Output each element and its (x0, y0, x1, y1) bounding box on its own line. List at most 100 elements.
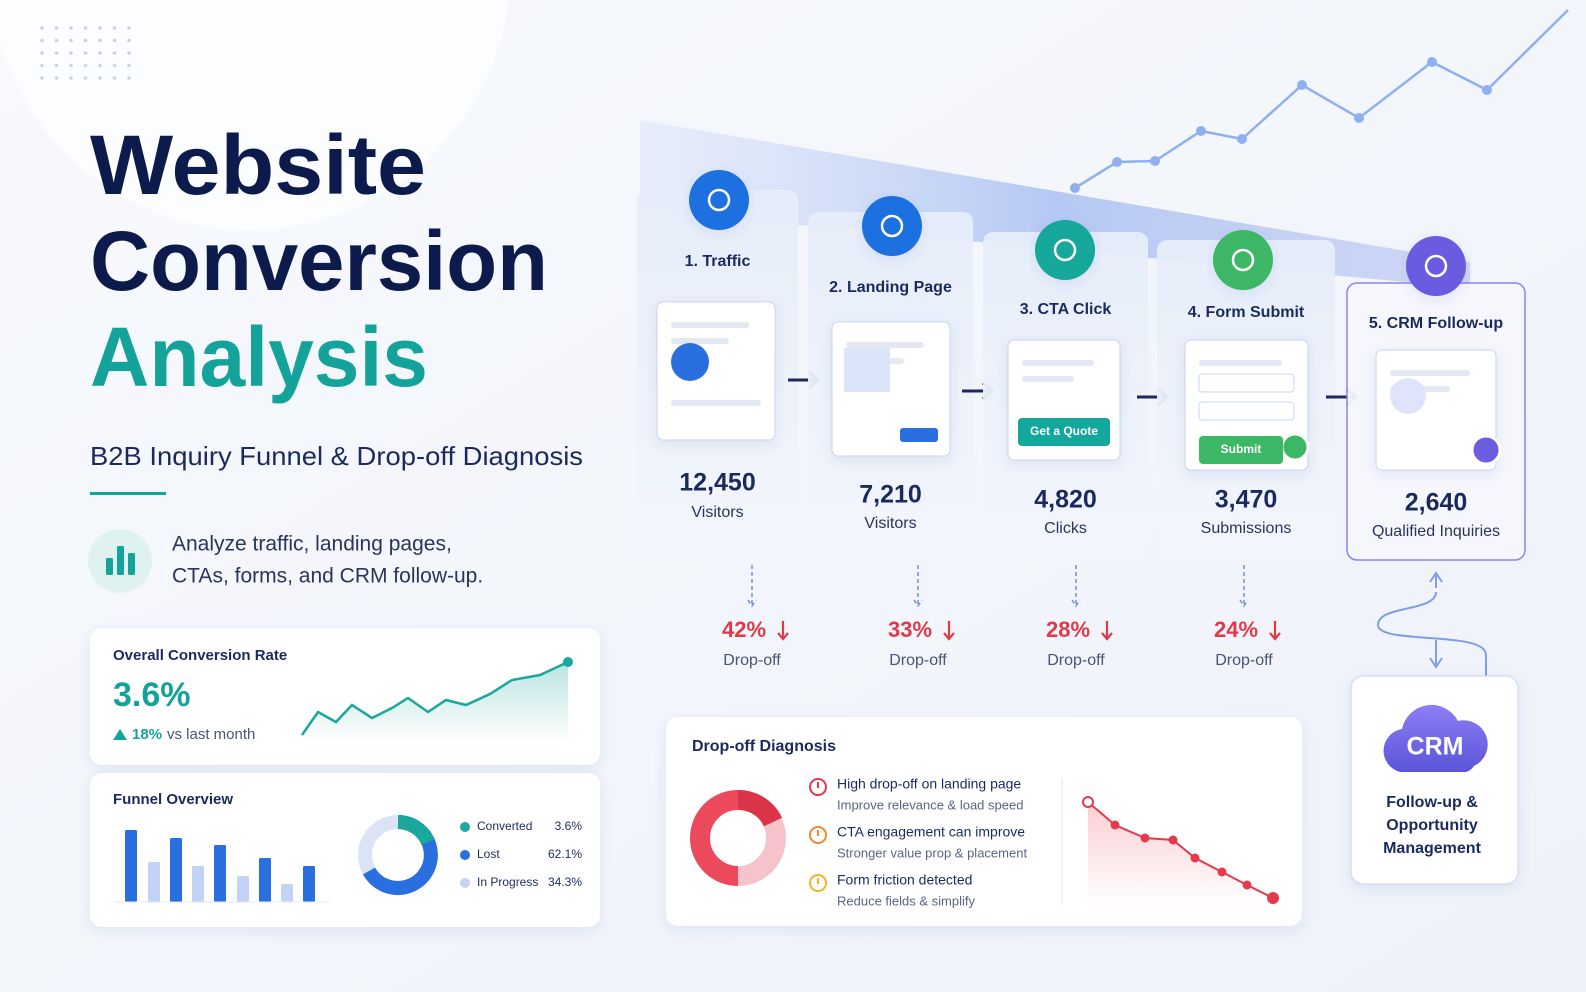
legend-swatch (460, 822, 470, 832)
dot (69, 63, 73, 68)
drop-label: Drop-off (723, 652, 781, 669)
mock-cta-label: Get a Quote (1030, 424, 1098, 438)
decor-trend-dots (1070, 57, 1492, 193)
dot (69, 26, 73, 30)
sparkline-area (302, 662, 568, 742)
legend-swatch (460, 878, 470, 888)
mock-line (671, 322, 749, 328)
underline (90, 492, 166, 495)
decor-trend (1074, 9, 1569, 190)
dot (98, 26, 102, 30)
dot (69, 51, 73, 55)
mock-field (1198, 373, 1295, 393)
up-arrow (113, 729, 127, 740)
dot (54, 38, 59, 43)
funnel-steps: 1. Traffic 12,450 Visitors 2. Landing Page 7… (637, 170, 1526, 561)
diagnosis-title: High drop-off on landing page (837, 776, 1021, 792)
subtitle: B2B Inquiry Funnel & Drop-off Diagnosis (90, 441, 583, 471)
step-count: 2,640 (1405, 489, 1468, 517)
alert-mark (817, 878, 819, 884)
mini-bar (192, 866, 204, 902)
mock-line (1390, 370, 1470, 376)
mock-image (844, 348, 890, 392)
alert-mark (817, 782, 819, 788)
diagnosis-detail: Stronger value prop & placement (837, 845, 1027, 860)
dot (1196, 126, 1206, 136)
title-line: Conversion (90, 214, 548, 308)
step-label: 3. CTA Click (1020, 301, 1112, 318)
kpi-note: vs last month (167, 726, 255, 743)
diagnosis-items: High drop-off on landing page Improve rel… (809, 776, 1027, 908)
mock-line (1022, 376, 1074, 382)
mock-line (1199, 360, 1282, 366)
drop-connector (747, 565, 757, 608)
dot (83, 51, 88, 55)
bar-icon (106, 546, 135, 575)
step-icon (1035, 220, 1095, 280)
diagnosis-title: CTA engagement can improve (837, 824, 1025, 840)
alert-icon (809, 778, 827, 796)
description: Analyze traffic, landing pages, (172, 533, 452, 556)
step-icon (1213, 230, 1273, 290)
mini-bar (170, 838, 182, 902)
mock-field (1198, 401, 1295, 421)
dot (40, 76, 44, 80)
decline-line (1087, 801, 1274, 899)
step-unit: Visitors (864, 515, 916, 532)
dot (40, 38, 44, 43)
mini-bar (281, 884, 293, 902)
legend-label: In Progress (477, 875, 538, 889)
sparkline (300, 660, 569, 736)
mock-cta-label: Submit (1221, 442, 1262, 456)
dot (1140, 833, 1150, 843)
drop-connector (1071, 565, 1081, 608)
dot (1217, 867, 1227, 877)
drop-label: Drop-off (1047, 652, 1105, 669)
step-unit: Submissions (1201, 520, 1292, 537)
sparkline-dot (563, 657, 573, 667)
legend-label: Lost (477, 847, 500, 861)
mock-line (671, 400, 761, 406)
dot (98, 51, 102, 55)
drop-connector (1239, 565, 1249, 608)
mock-line (671, 338, 729, 344)
kpi-change: 18% (132, 726, 162, 743)
drop-arrow (1269, 621, 1281, 641)
step-icon-glyph (1053, 238, 1077, 262)
mock-button (900, 428, 938, 442)
drop-arrow (1101, 621, 1113, 641)
dot (83, 26, 88, 30)
drop-arrow (777, 621, 789, 641)
drop-offs: 42% Drop-off 33% Drop-off 28% Drop-off 24% Drop… (722, 565, 1281, 669)
dot (1297, 80, 1307, 90)
mock-cta (1018, 418, 1110, 446)
diagnosis-detail: Reduce fields & simplify (837, 893, 975, 908)
donut-segment (737, 790, 783, 827)
dot (98, 63, 102, 68)
legend-swatch (460, 850, 470, 860)
legend: Converted 3.6% Lost 62.1% In Progress 34.3% (460, 819, 582, 889)
title-line: Analysis (90, 310, 428, 404)
description: CTAs, forms, and CRM follow-up. (172, 565, 483, 588)
dot (54, 26, 59, 30)
dot (54, 51, 59, 55)
alert-mark (817, 830, 819, 836)
kpi-value: 3.6% (113, 676, 191, 714)
donut-segment (397, 815, 435, 846)
card-title: Drop-off Diagnosis (692, 738, 836, 755)
step-icon (862, 196, 922, 256)
crm-text: Opportunity (1386, 817, 1478, 834)
dot (127, 63, 131, 68)
drop-rate: 33% (888, 617, 932, 642)
legend-value: 34.3% (548, 875, 582, 889)
step-count: 7,210 (859, 481, 922, 509)
drop-rate: 42% (722, 617, 766, 642)
decor-circle (0, 0, 509, 230)
step-label: 4. Form Submit (1188, 304, 1305, 321)
mock-line (1022, 360, 1094, 366)
dot (40, 63, 44, 68)
step-count: 12,450 (679, 469, 755, 497)
dot (1070, 183, 1080, 193)
mini-bar (259, 858, 271, 902)
